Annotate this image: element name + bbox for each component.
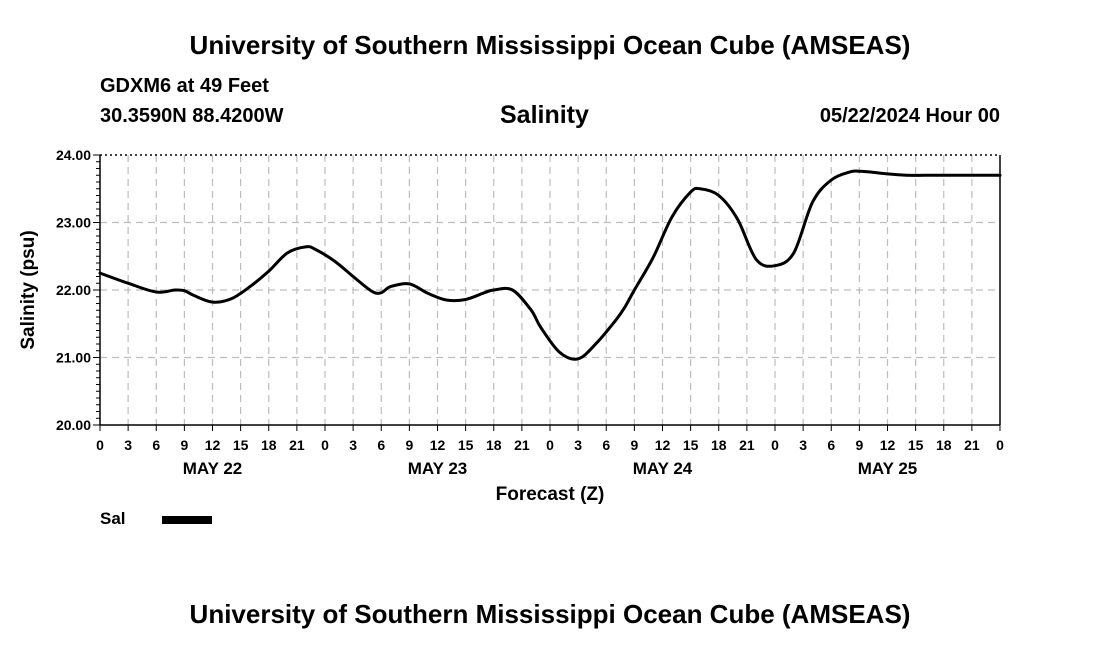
run-time-label: 05/22/2024 Hour 00: [819, 105, 1000, 127]
x-tick-label: 0: [546, 437, 554, 453]
x-tick-label: 21: [514, 437, 530, 453]
x-tick-label: 3: [799, 437, 807, 453]
x-tick-label: 12: [430, 437, 446, 453]
x-tick-label: 9: [855, 437, 863, 453]
x-tick-label: 21: [739, 437, 755, 453]
x-tick-label: 18: [711, 437, 727, 453]
y-tick-label: 21.00: [56, 350, 91, 366]
x-tick-label: 15: [233, 437, 249, 453]
x-tick-label: 9: [630, 437, 638, 453]
footer-title: University of Southern Mississippi Ocean…: [189, 599, 911, 629]
y-tick-label: 20.00: [56, 417, 91, 433]
day-label: MAY 23: [408, 459, 468, 478]
chart-title: Salinity: [500, 101, 589, 129]
x-tick-label: 15: [683, 437, 699, 453]
x-tick-label: 18: [936, 437, 952, 453]
day-label: MAY 25: [858, 459, 918, 478]
x-tick-label: 12: [880, 437, 896, 453]
x-tick-label: 6: [827, 437, 835, 453]
y-axis-title: Salinity (psu): [18, 230, 39, 349]
x-tick-label: 15: [458, 437, 474, 453]
x-tick-label: 18: [261, 437, 277, 453]
legend-label: Sal: [100, 509, 126, 528]
day-label: MAY 22: [183, 459, 243, 478]
y-tick-label: 24.00: [56, 147, 91, 163]
x-tick-label: 3: [574, 437, 582, 453]
x-tick-label: 0: [321, 437, 329, 453]
y-tick-label: 22.00: [56, 282, 91, 298]
x-tick-label: 21: [964, 437, 980, 453]
x-tick-label: 3: [349, 437, 357, 453]
x-tick-label: 21: [289, 437, 305, 453]
x-tick-label: 12: [655, 437, 671, 453]
x-tick-label: 15: [908, 437, 924, 453]
coordinates-label: 30.3590N 88.4200W: [100, 105, 284, 127]
x-tick-label: 0: [771, 437, 779, 453]
header-title: University of Southern Mississippi Ocean…: [189, 30, 911, 60]
x-tick-label: 6: [152, 437, 160, 453]
day-label: MAY 24: [633, 459, 693, 478]
x-axis-title: Forecast (Z): [496, 484, 605, 505]
x-tick-label: 6: [377, 437, 385, 453]
series-line-sal: [98, 169, 1002, 361]
x-tick-label: 9: [405, 437, 413, 453]
x-tick-label: 18: [486, 437, 502, 453]
legend-swatch: [162, 516, 212, 524]
x-tick-label: 6: [602, 437, 610, 453]
x-tick-label: 9: [180, 437, 188, 453]
x-tick-label: 0: [996, 437, 1004, 453]
station-label: GDXM6 at 49 Feet: [100, 75, 269, 97]
x-tick-label: 3: [124, 437, 132, 453]
x-tick-label: 12: [205, 437, 221, 453]
y-tick-label: 23.00: [56, 215, 91, 231]
x-tick-label: 0: [96, 437, 104, 453]
